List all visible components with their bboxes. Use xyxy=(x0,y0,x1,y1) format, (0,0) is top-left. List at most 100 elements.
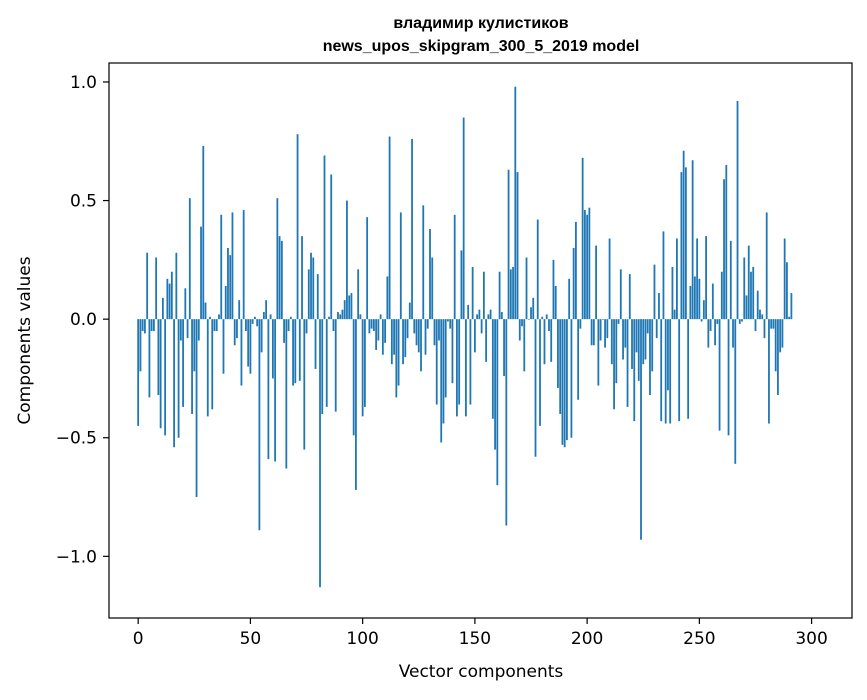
bar-component-178 xyxy=(536,219,539,320)
bar-component-225 xyxy=(642,319,645,365)
bar-component-180 xyxy=(541,316,544,320)
bar-component-157 xyxy=(489,309,492,320)
bar-component-217 xyxy=(624,319,627,348)
bar-component-219 xyxy=(628,274,631,320)
bar-component-286 xyxy=(779,319,782,353)
bar-component-173 xyxy=(525,257,528,320)
bar-component-101 xyxy=(364,319,366,407)
bar-component-56 xyxy=(262,312,265,320)
bar-component-181 xyxy=(543,319,546,365)
bar-component-61 xyxy=(274,319,277,462)
bar-component-288 xyxy=(783,238,786,320)
bar-component-54 xyxy=(258,319,261,531)
bar-component-18 xyxy=(177,319,180,438)
bar-component-187 xyxy=(557,319,559,388)
bar-component-167 xyxy=(512,266,514,320)
bar-component-0 xyxy=(137,319,140,426)
bar-component-200 xyxy=(586,214,589,320)
bar-component-179 xyxy=(539,319,541,426)
bar-component-35 xyxy=(215,319,218,332)
bar-component-12 xyxy=(164,319,167,436)
bar-component-253 xyxy=(705,236,707,320)
bar-component-196 xyxy=(577,319,580,400)
bar-component-290 xyxy=(788,316,791,320)
bar-component-284 xyxy=(774,319,777,372)
bar-component-248 xyxy=(693,276,696,320)
bar-component-160 xyxy=(496,319,499,486)
bar-component-182 xyxy=(545,314,548,320)
bar-component-104 xyxy=(370,319,373,329)
bar-component-125 xyxy=(417,319,420,353)
bar-component-43 xyxy=(233,319,236,346)
bar-component-120 xyxy=(406,319,409,339)
bar-component-106 xyxy=(375,319,378,350)
bar-component-118 xyxy=(402,319,404,365)
bar-component-267 xyxy=(736,100,739,320)
bar-component-44 xyxy=(236,319,238,339)
bar-component-241 xyxy=(678,319,681,422)
bar-component-15 xyxy=(170,271,173,320)
bar-component-96 xyxy=(352,319,355,436)
bar-component-194 xyxy=(572,248,575,320)
bar-component-261 xyxy=(723,179,725,320)
bar-component-159 xyxy=(494,319,496,450)
bar-component-272 xyxy=(747,245,750,320)
bar-component-89 xyxy=(337,312,339,320)
bar-component-57 xyxy=(265,300,268,320)
bar-component-204 xyxy=(595,245,597,320)
bar-component-42 xyxy=(231,212,234,320)
bar-component-266 xyxy=(734,319,737,464)
bar-component-75 xyxy=(305,319,308,334)
bar-component-72 xyxy=(298,319,301,381)
bar-component-47 xyxy=(242,210,245,320)
bar-component-58 xyxy=(267,319,270,460)
bar-component-67 xyxy=(287,319,290,332)
bar-component-41 xyxy=(229,255,232,320)
bar-component-134 xyxy=(438,319,440,341)
bar-component-250 xyxy=(698,278,701,320)
bar-component-199 xyxy=(583,210,586,320)
bar-component-80 xyxy=(316,274,319,320)
bar-component-136 xyxy=(442,319,445,424)
bar-component-280 xyxy=(765,212,768,320)
bar-component-114 xyxy=(393,319,395,355)
bar-component-69 xyxy=(292,319,294,386)
bar-component-169 xyxy=(516,172,519,320)
bar-component-237 xyxy=(669,319,672,424)
bar-component-140 xyxy=(451,319,454,384)
bar-component-212 xyxy=(613,319,615,410)
bar-component-262 xyxy=(725,164,728,320)
bar-component-174 xyxy=(527,319,530,320)
bar-component-277 xyxy=(759,309,761,320)
bar-component-242 xyxy=(680,172,683,320)
bar-component-176 xyxy=(532,297,535,320)
bar-component-108 xyxy=(379,314,382,320)
bar-component-257 xyxy=(714,319,716,346)
x-axis-label: Vector components xyxy=(399,662,564,682)
bar-component-53 xyxy=(256,319,259,327)
bar-component-81 xyxy=(319,319,321,588)
bar-component-70 xyxy=(294,319,297,384)
bar-component-51 xyxy=(251,319,254,324)
bar-component-281 xyxy=(768,319,770,424)
bar-component-4 xyxy=(146,252,149,320)
bar-component-112 xyxy=(388,136,391,320)
bar-component-244 xyxy=(684,167,687,320)
plot-frame xyxy=(108,62,853,619)
bar-component-6 xyxy=(150,319,153,332)
bar-component-22 xyxy=(186,319,189,339)
bar-component-279 xyxy=(763,319,766,339)
bar-component-145 xyxy=(462,117,465,320)
x-tick-label: 0 xyxy=(133,629,144,649)
bar-component-83 xyxy=(323,155,326,320)
y-tick-label: 1.0 xyxy=(70,73,97,93)
bar-component-249 xyxy=(696,238,699,320)
bar-component-34 xyxy=(213,319,216,332)
y-tick-label: −0.5 xyxy=(56,429,97,449)
bar-component-91 xyxy=(341,309,344,320)
bar-component-127 xyxy=(422,205,425,320)
bar-component-223 xyxy=(637,319,640,381)
bar-component-189 xyxy=(561,319,564,445)
bar-component-110 xyxy=(384,319,386,343)
